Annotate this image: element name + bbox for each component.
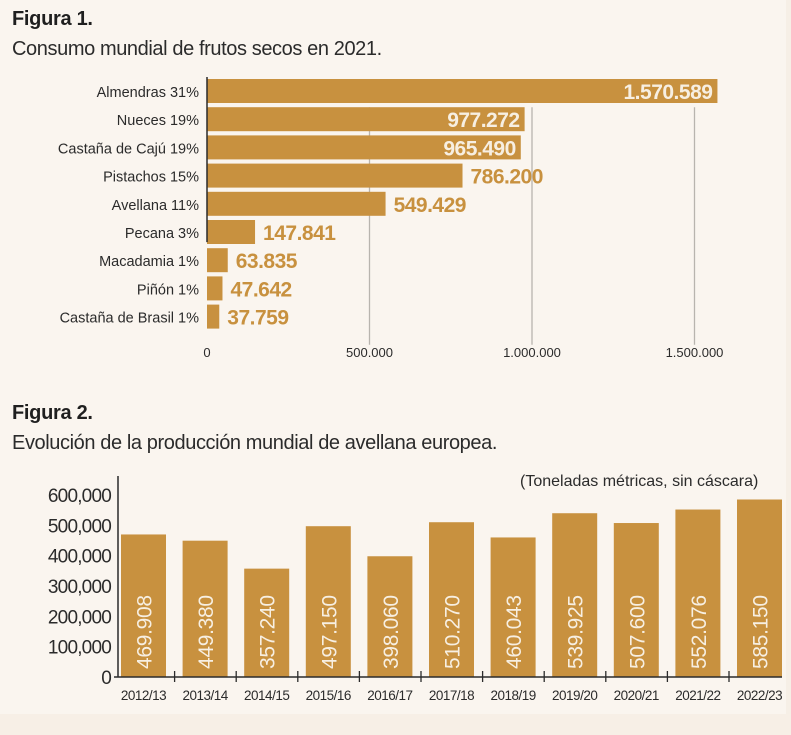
y-tick-label: 300,000 (48, 577, 111, 598)
x-tick-label: 2015/16 (306, 688, 351, 703)
figure1-subtitle: Consumo mundial de frutos secos en 2021. (12, 38, 382, 60)
value-label: 460.043 (503, 595, 526, 669)
bar (121, 534, 166, 677)
y-tick-label: 400,000 (48, 547, 111, 568)
value-label: 497.150 (318, 595, 341, 669)
value-label: 37.759 (227, 307, 288, 330)
x-tick-label: 0 (203, 345, 210, 360)
x-tick-label: 2014/15 (244, 688, 289, 703)
y-tick-label: 200,000 (48, 607, 111, 628)
category-label: Avellana 11% (112, 198, 199, 214)
value-label: 977.272 (447, 109, 519, 132)
x-tick-label: 2018/19 (490, 688, 535, 703)
x-tick-label: 2017/18 (429, 688, 474, 703)
x-tick-label: 2016/17 (367, 688, 412, 703)
value-label: 398.060 (380, 595, 403, 669)
value-label: 585.150 (750, 595, 773, 669)
value-label: 1.570.589 (624, 81, 713, 104)
x-tick-label: 2022/23 (737, 688, 782, 703)
x-tick-label: 2021/22 (675, 688, 720, 703)
x-tick-label: 2013/14 (182, 688, 228, 703)
figure2-title: Figura 2. (12, 402, 93, 424)
value-label: 469.908 (134, 595, 157, 669)
value-label: 552.076 (688, 595, 711, 669)
bar (207, 107, 525, 132)
x-tick-label: 2019/20 (552, 688, 597, 703)
category-label: Piñón 1% (137, 282, 199, 298)
value-label: 510.270 (442, 595, 465, 669)
bar (182, 540, 228, 677)
y-tick-label: 600,000 (48, 486, 111, 507)
value-label: 507.600 (626, 595, 649, 669)
x-tick-label: 2020/21 (614, 688, 659, 703)
x-tick-label: 1.500.000 (666, 345, 724, 360)
value-label: 549.429 (394, 194, 466, 217)
x-tick-label: 500.000 (346, 345, 393, 360)
bar (244, 568, 290, 677)
bar (367, 556, 413, 677)
y-tick-label: 100,000 (48, 638, 111, 659)
x-tick-label: 2012/13 (121, 688, 166, 703)
value-label: 539.925 (565, 595, 588, 669)
category-label: Pecana 3% (125, 226, 199, 242)
unit-annotation: (Toneladas métricas, sin cáscara) (520, 473, 758, 490)
category-label: Nueces 19% (117, 113, 199, 129)
chart-nut-consumption: Almendras 31% 1.570.589 Nueces 19% 977.272 C… (58, 77, 724, 360)
x-tick-label: 1.000.000 (503, 345, 561, 360)
category-label: Castaña de Brasil 1% (60, 311, 200, 327)
value-label: 965.490 (443, 137, 515, 160)
y-tick-label: 500,000 (48, 516, 111, 537)
bar (490, 537, 536, 677)
figure2-subtitle: Evolución de la producción mundial de av… (12, 432, 498, 454)
bar (207, 135, 521, 160)
page-edge (786, 0, 791, 714)
bar (737, 499, 782, 677)
bar (207, 163, 463, 188)
value-label: 786.200 (471, 166, 543, 189)
bar (207, 79, 718, 103)
bar (613, 523, 659, 677)
figure1-title: Figura 1. (12, 8, 93, 30)
bar (207, 220, 256, 244)
bottom-band (0, 714, 791, 735)
y-tick-label: 0 (101, 668, 111, 689)
bar (429, 522, 474, 677)
bar (207, 191, 386, 216)
value-label: 147.841 (263, 222, 336, 245)
bar (552, 513, 598, 677)
value-label: 63.835 (236, 250, 298, 273)
category-label: Pistachos 15% (103, 170, 199, 186)
value-label: 357.240 (257, 595, 280, 669)
category-label: Castaña de Cajú 19% (58, 141, 199, 157)
bar (675, 509, 721, 677)
bar (305, 526, 351, 677)
bar (207, 276, 223, 301)
value-label: 47.642 (230, 278, 291, 301)
bar (207, 248, 228, 273)
category-label: Almendras 31% (97, 85, 199, 101)
bar (207, 304, 220, 329)
value-label: 449.380 (195, 595, 218, 669)
category-label: Macadamia 1% (99, 254, 199, 270)
